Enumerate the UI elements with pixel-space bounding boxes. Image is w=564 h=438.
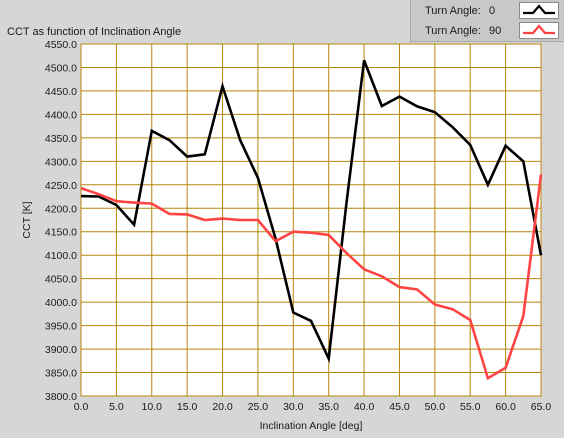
chart-title: CCT as function of Inclination Angle bbox=[7, 26, 182, 38]
x-tick-label: 30.0 bbox=[283, 401, 304, 413]
legend-value: 0 bbox=[489, 5, 496, 17]
x-tick-label: 65.0 bbox=[531, 401, 552, 413]
legend-swatch[interactable] bbox=[519, 2, 559, 19]
legend-swatch-line-1 bbox=[523, 24, 555, 35]
series-line-1 bbox=[80, 174, 543, 381]
legend-entry-1[interactable]: Turn Angle: 90 bbox=[411, 21, 564, 41]
y-tick-label: 4250.0 bbox=[45, 180, 77, 192]
y-tick-label: 4450.0 bbox=[45, 86, 77, 98]
x-tick-label: 25.0 bbox=[248, 401, 269, 413]
legend: Turn Angle: 0 Turn Angle: 90 bbox=[410, 0, 564, 42]
x-tick-label: 50.0 bbox=[425, 401, 446, 413]
y-tick-label: 4550.0 bbox=[45, 39, 77, 51]
x-tick-label: 40.0 bbox=[354, 401, 375, 413]
x-tick-label: 5.0 bbox=[109, 401, 124, 413]
grid bbox=[80, 43, 542, 397]
x-tick-label: 15.0 bbox=[177, 401, 198, 413]
x-tick-label: 0.0 bbox=[74, 401, 89, 413]
y-tick-label: 4000.0 bbox=[45, 297, 77, 309]
y-tick-label: 4350.0 bbox=[45, 133, 77, 145]
y-tick-label: 4400.0 bbox=[45, 109, 77, 121]
x-tick-label: 35.0 bbox=[318, 401, 339, 413]
y-tick-label: 3800.0 bbox=[45, 391, 77, 403]
x-axis-label: Inclination Angle [deg] bbox=[260, 420, 363, 432]
plot-area bbox=[80, 43, 542, 397]
series-line-0 bbox=[80, 59, 543, 364]
y-tick-label: 4200.0 bbox=[45, 203, 77, 215]
y-tick-label: 3850.0 bbox=[45, 368, 77, 380]
x-axis-ticks: 0.0 5.0 10.0 15.0 20.0 25.0 30.0 35.0 40.0 45.0 50… bbox=[74, 401, 552, 413]
legend-label: Turn Angle: bbox=[425, 5, 481, 17]
x-tick-label: 20.0 bbox=[212, 401, 233, 413]
legend-entry-0[interactable]: Turn Angle: 0 bbox=[411, 1, 564, 21]
y-tick-label: 4050.0 bbox=[45, 274, 77, 286]
y-tick-label: 4500.0 bbox=[45, 62, 77, 74]
legend-label: Turn Angle: bbox=[425, 25, 481, 37]
y-tick-label: 4150.0 bbox=[45, 227, 77, 239]
x-tick-label: 10.0 bbox=[142, 401, 163, 413]
x-tick-label: 60.0 bbox=[495, 401, 516, 413]
x-tick-label: 55.0 bbox=[460, 401, 481, 413]
y-tick-label: 3950.0 bbox=[45, 321, 77, 333]
legend-value: 90 bbox=[489, 25, 502, 37]
x-tick-label: 45.0 bbox=[389, 401, 410, 413]
y-axis-label: CCT [K] bbox=[21, 201, 33, 238]
y-tick-label: 3900.0 bbox=[45, 344, 77, 356]
y-axis-ticks: 4550.0 4500.0 4450.0 4400.0 4350.0 4300.0 4250… bbox=[45, 39, 77, 403]
legend-swatch-line-0 bbox=[523, 4, 555, 15]
series-layer bbox=[80, 59, 543, 381]
legend-swatch[interactable] bbox=[519, 22, 559, 39]
y-tick-label: 4100.0 bbox=[45, 250, 77, 262]
y-tick-label: 4300.0 bbox=[45, 156, 77, 168]
